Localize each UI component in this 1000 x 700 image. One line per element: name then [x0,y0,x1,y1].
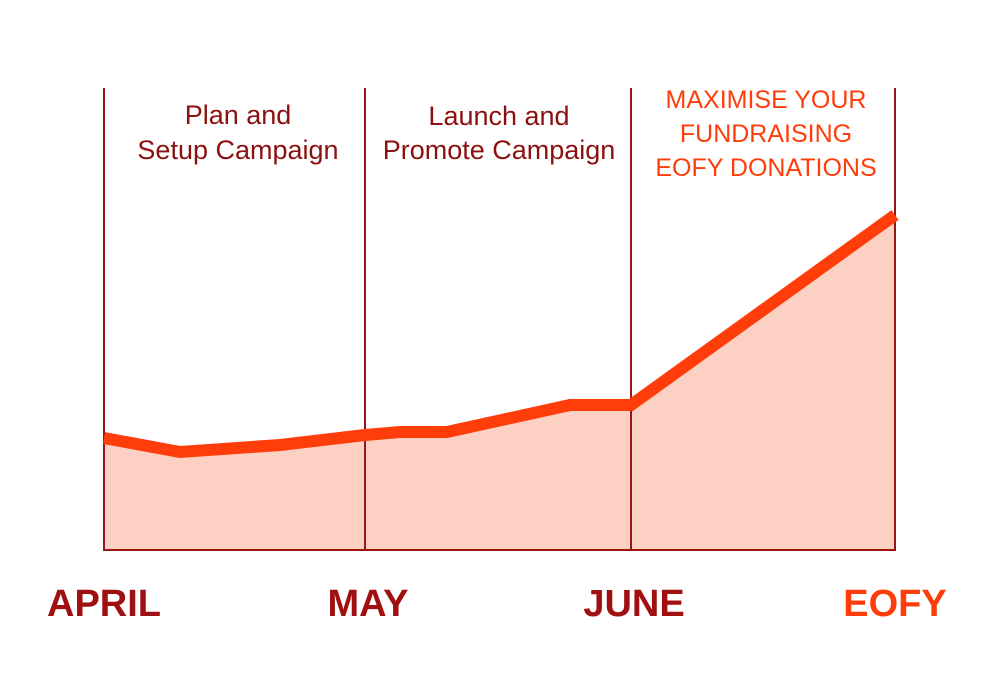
growth-area [104,215,895,550]
phase-text: Setup Campaign [137,135,338,165]
month-label: APRIL [47,583,161,625]
phase-text: FUNDRAISING [680,120,852,148]
month-label: MAY [328,583,409,625]
phase-text: Promote Campaign [383,135,616,165]
dividers [103,88,896,551]
month-label: EOFY [843,583,946,625]
month-label: JUNE [583,583,684,625]
phase-text: MAXIMISE YOUR [666,86,867,114]
phase-text: Launch and [428,101,569,131]
growth-line [102,210,899,459]
phase-text: EOFY DONATIONS [655,154,876,182]
phase-text: Plan and [185,100,292,130]
